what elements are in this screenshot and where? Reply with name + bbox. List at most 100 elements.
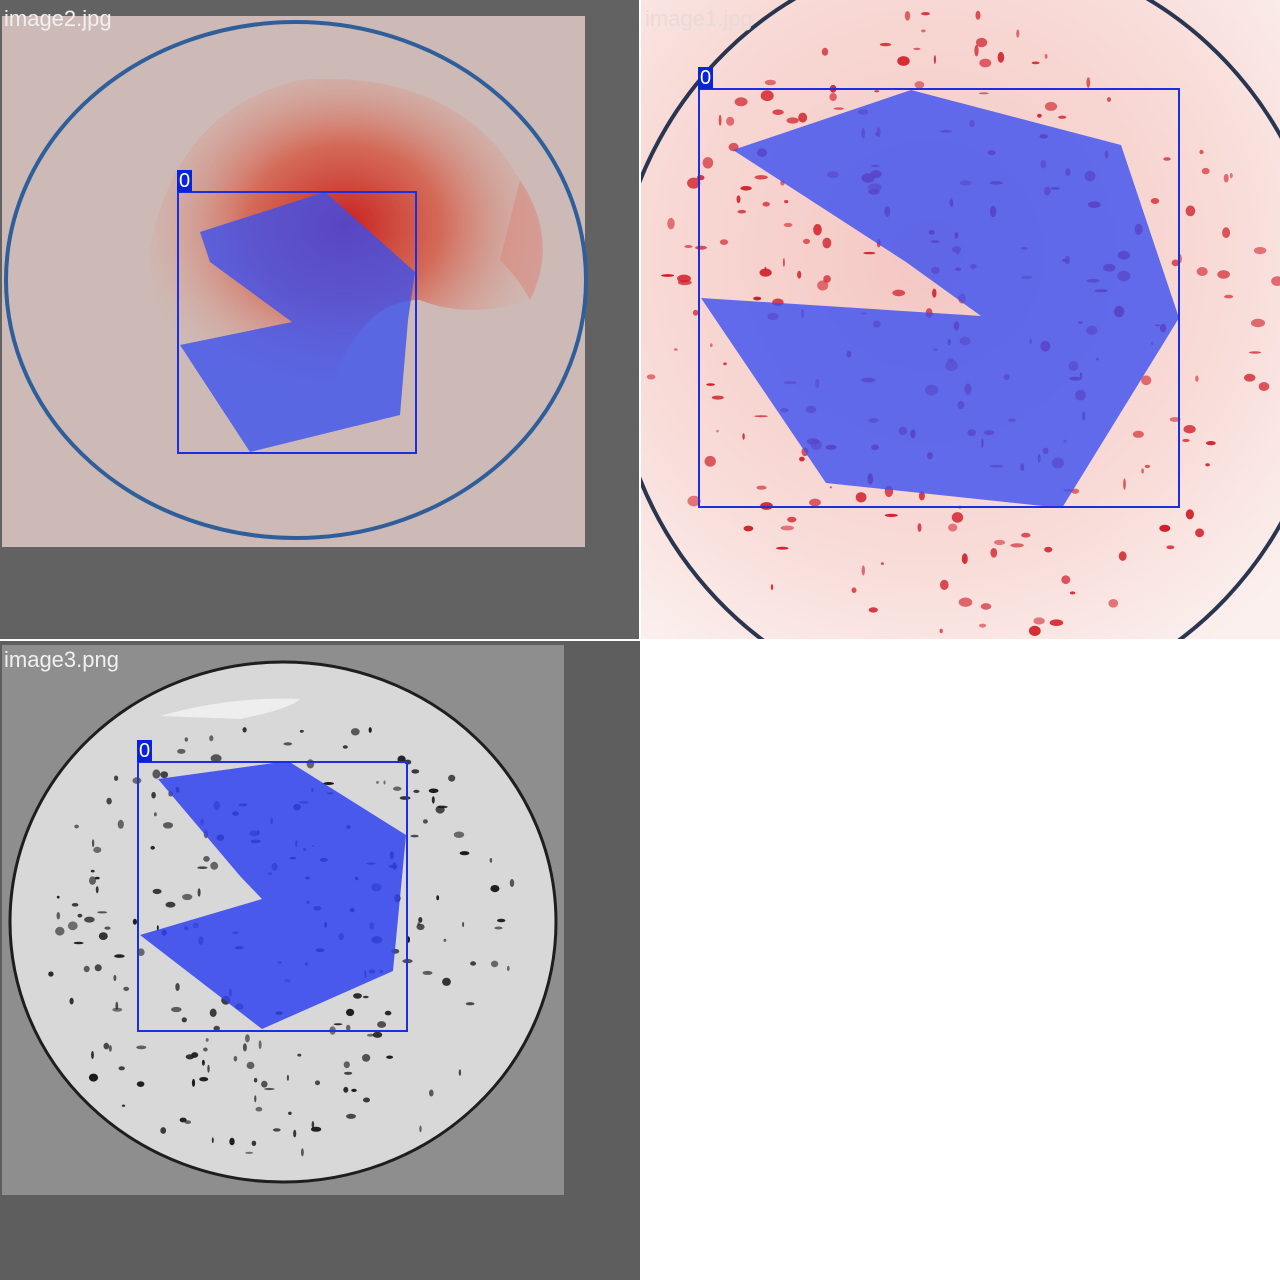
colony-speck <box>1021 532 1031 538</box>
colony-speck <box>1217 270 1230 279</box>
colony-speck <box>207 1064 210 1073</box>
colony-speck <box>229 1137 235 1146</box>
colony-speck <box>73 941 84 945</box>
colony-speck <box>136 1081 145 1087</box>
colony-speck <box>1044 53 1048 59</box>
colony-speck <box>462 922 465 927</box>
colony-speck <box>913 47 921 51</box>
colony-speck <box>117 819 124 829</box>
colony-speck <box>246 1061 255 1069</box>
colony-speck <box>939 628 943 634</box>
colony-speck <box>687 177 701 189</box>
colony-speck <box>509 879 515 887</box>
colony-speck <box>210 861 219 870</box>
colony-speck <box>762 201 770 207</box>
colony-speck <box>948 523 958 532</box>
dish-ring <box>8 660 558 1184</box>
grid-divider-horizontal <box>0 639 640 641</box>
colony-speck <box>431 796 435 804</box>
colony-speck <box>185 1054 195 1060</box>
colony-speck <box>201 1059 205 1066</box>
colony-speck <box>490 960 499 968</box>
bounding-box[interactable] <box>698 88 1180 508</box>
colony-speck <box>160 1127 167 1134</box>
empty-grid-cell <box>641 641 1280 1280</box>
colony-speck <box>113 974 117 982</box>
colony-speck <box>753 296 762 301</box>
colony-speck <box>351 1088 357 1092</box>
colony-speck <box>879 42 892 47</box>
colony-speck <box>1144 464 1151 469</box>
colony-speck <box>1229 172 1233 179</box>
colony-speck <box>254 1095 257 1103</box>
segmentation-mask <box>140 761 406 1029</box>
colony-speck <box>1044 546 1053 553</box>
colony-speck <box>443 938 447 942</box>
colony-speck <box>453 831 465 838</box>
colony-speck <box>1223 173 1229 183</box>
bounding-box[interactable] <box>137 761 408 1032</box>
colony-speck <box>976 37 988 48</box>
colony-speck <box>817 280 829 291</box>
colony-speck <box>979 623 987 628</box>
colony-speck <box>55 926 65 936</box>
colony-speck <box>1169 417 1181 422</box>
bounding-box[interactable] <box>177 191 417 454</box>
colony-speck <box>343 1061 350 1069</box>
colony-speck <box>470 961 477 966</box>
colony-speck <box>1224 294 1234 299</box>
colony-speck <box>151 791 156 799</box>
colony-speck <box>203 1047 208 1052</box>
colony-speck <box>177 748 186 754</box>
colony-speck <box>702 157 714 169</box>
colony-speck <box>465 1002 475 1006</box>
colony-speck <box>69 997 74 1005</box>
colony-speck <box>90 869 95 873</box>
colony-speck <box>83 965 90 973</box>
colony-speck <box>974 44 979 57</box>
colony-speck <box>156 925 159 931</box>
colony-speck <box>368 727 372 733</box>
colony-speck <box>1123 478 1126 490</box>
colony-speck <box>646 374 656 380</box>
colony-speck <box>754 175 768 180</box>
class-label: 0 <box>177 170 193 192</box>
colony-speck <box>1010 543 1024 548</box>
colony-speck <box>77 913 83 918</box>
colony-speck <box>209 735 214 742</box>
colony-speck <box>152 888 162 895</box>
colony-speck <box>458 1069 462 1076</box>
colony-speck <box>353 993 362 999</box>
colony-speck <box>787 516 797 523</box>
colony-speck <box>154 812 157 817</box>
colony-speck <box>1086 77 1091 88</box>
colony-speck <box>1248 351 1262 354</box>
colony-speck <box>772 109 784 115</box>
colony-speck <box>171 1006 182 1013</box>
colony-speck <box>184 737 188 742</box>
colony-speck <box>74 824 79 829</box>
petri-dish-photo <box>641 0 1280 639</box>
colony-speck <box>372 1031 383 1038</box>
colony-speck <box>1253 247 1267 255</box>
colony-speck <box>179 1117 187 1123</box>
tile-caption: image1.jpg <box>645 6 753 31</box>
colony-speck <box>213 1025 220 1032</box>
colony-speck <box>419 1125 422 1133</box>
tile-image3: image3.png 0 <box>0 641 640 1280</box>
petri-dish-photo <box>2 16 588 547</box>
colony-speck <box>314 1080 321 1086</box>
colony-speck <box>91 839 95 848</box>
segmentation-mask <box>180 192 415 452</box>
colony-speck <box>904 11 911 21</box>
colony-speck <box>1108 599 1119 608</box>
colony-speck <box>98 932 108 940</box>
colony-speck <box>783 222 793 228</box>
colony-speck <box>301 1148 304 1157</box>
class-label: 0 <box>698 67 714 89</box>
colony-speck <box>673 348 678 351</box>
colony-speck <box>933 55 936 64</box>
colony-speck <box>1141 375 1152 386</box>
tile-caption: image2.jpg <box>4 6 112 31</box>
colony-speck <box>958 597 973 607</box>
